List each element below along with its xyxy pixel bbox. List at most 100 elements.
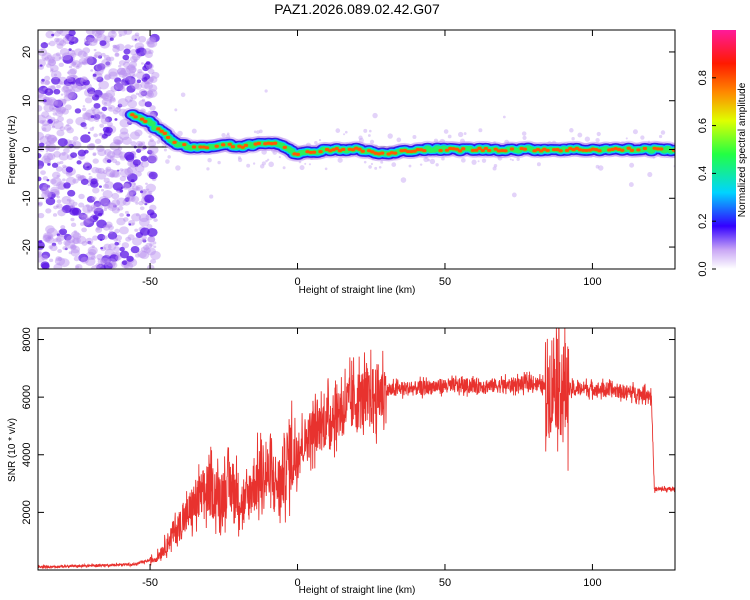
noise-blob [123,181,132,189]
noise-blob [80,174,85,179]
noise-blob [563,155,566,158]
track-marker [272,141,278,145]
track-marker [182,142,187,147]
noise-blob [58,106,67,113]
noise-blob [152,241,157,245]
noise-blob [118,30,128,36]
noise-blob [45,236,55,244]
noise-blob [122,72,132,81]
noise-blob [128,166,131,170]
noise-blob [81,214,89,221]
noise-blob [66,235,76,244]
noise-blob [147,154,158,163]
noise-blob [93,113,101,120]
noise-blob [84,97,93,104]
noise-blob [142,239,147,243]
noise-blob [141,238,147,242]
noise-blob [45,225,55,234]
noise-blob [314,140,318,145]
noise-blob [56,129,65,137]
noise-blob [87,37,98,47]
noise-blob [92,73,97,77]
track-marker [597,149,602,153]
snr-panel: -50 0 50 100 2000 4000 6000 8000 Height of stra… [7,327,676,596]
noise-blob [93,133,98,138]
noise-blob [65,166,74,173]
track-marker [493,147,498,151]
noise-blob [48,139,55,145]
track-marker [143,119,148,123]
noise-blob [62,164,67,169]
noise-blob [70,205,74,208]
noise-blob [89,127,94,131]
noise-blob [114,52,120,58]
noise-blob [63,182,71,189]
noise-blob [77,177,83,181]
noise-blob [134,32,140,37]
spectrogram-ylabel: Frequency (Hz) [7,116,18,185]
colorbar-label: Normalized spectral amplitude [737,82,748,217]
noise-blob [146,224,153,230]
noise-blob [85,204,90,208]
y-tick-label: -20 [21,239,33,255]
noise-blob [106,159,112,164]
noise-blob [114,44,120,50]
noise-blob [97,212,103,217]
noise-blob [123,48,131,55]
noise-blob [652,155,656,159]
noise-blob [660,130,666,135]
noise-blob [101,114,106,118]
noise-blob [177,130,183,137]
noise-blob [98,87,102,90]
noise-blob [126,66,131,70]
noise-blob [40,48,44,52]
noise-blob [119,226,129,235]
noise-blob [86,56,97,66]
noise-blob [88,172,91,175]
noise-blob [103,262,113,269]
noise-blob [136,53,142,58]
colorbar-tick-label: 0.0 [697,261,709,276]
noise-blob [69,205,73,209]
noise-blob [102,170,108,175]
noise-blob [63,147,70,154]
noise-blob [143,48,152,55]
noise-blob [123,183,131,189]
noise-blob [127,64,136,71]
noise-blob [477,160,480,163]
noise-blob [114,77,122,84]
noise-blob [95,30,105,35]
noise-blob [148,190,153,195]
noise-blob [86,196,95,203]
noise-blob [237,156,242,160]
noise-blob [99,40,107,47]
noise-blob [584,136,591,142]
noise-blob [114,80,126,90]
noise-blob [89,43,93,46]
noise-blob [45,30,55,39]
noise-blob [252,162,256,165]
noise-blob [153,245,157,249]
noise-blob [335,128,341,133]
noise-blob [62,54,74,64]
noise-blob [640,135,645,140]
track-marker [551,148,557,152]
noise-blob [112,46,120,53]
noise-blob [521,131,527,136]
noise-blob [53,238,59,243]
noise-blob [61,108,69,115]
noise-blob [67,92,78,101]
noise-blob [124,197,130,202]
x-tick-label: 100 [583,276,601,288]
noise-blob [256,130,260,134]
noise-blob [511,192,517,198]
noise-blob [98,195,110,205]
noise-blob [133,59,138,63]
track-marker [558,149,563,153]
noise-blob [91,245,95,249]
x-tick-label: 100 [583,577,601,589]
noise-blob [461,157,466,163]
noise-blob [50,68,54,71]
noise-blob [97,233,106,241]
noise-blob [56,161,61,165]
